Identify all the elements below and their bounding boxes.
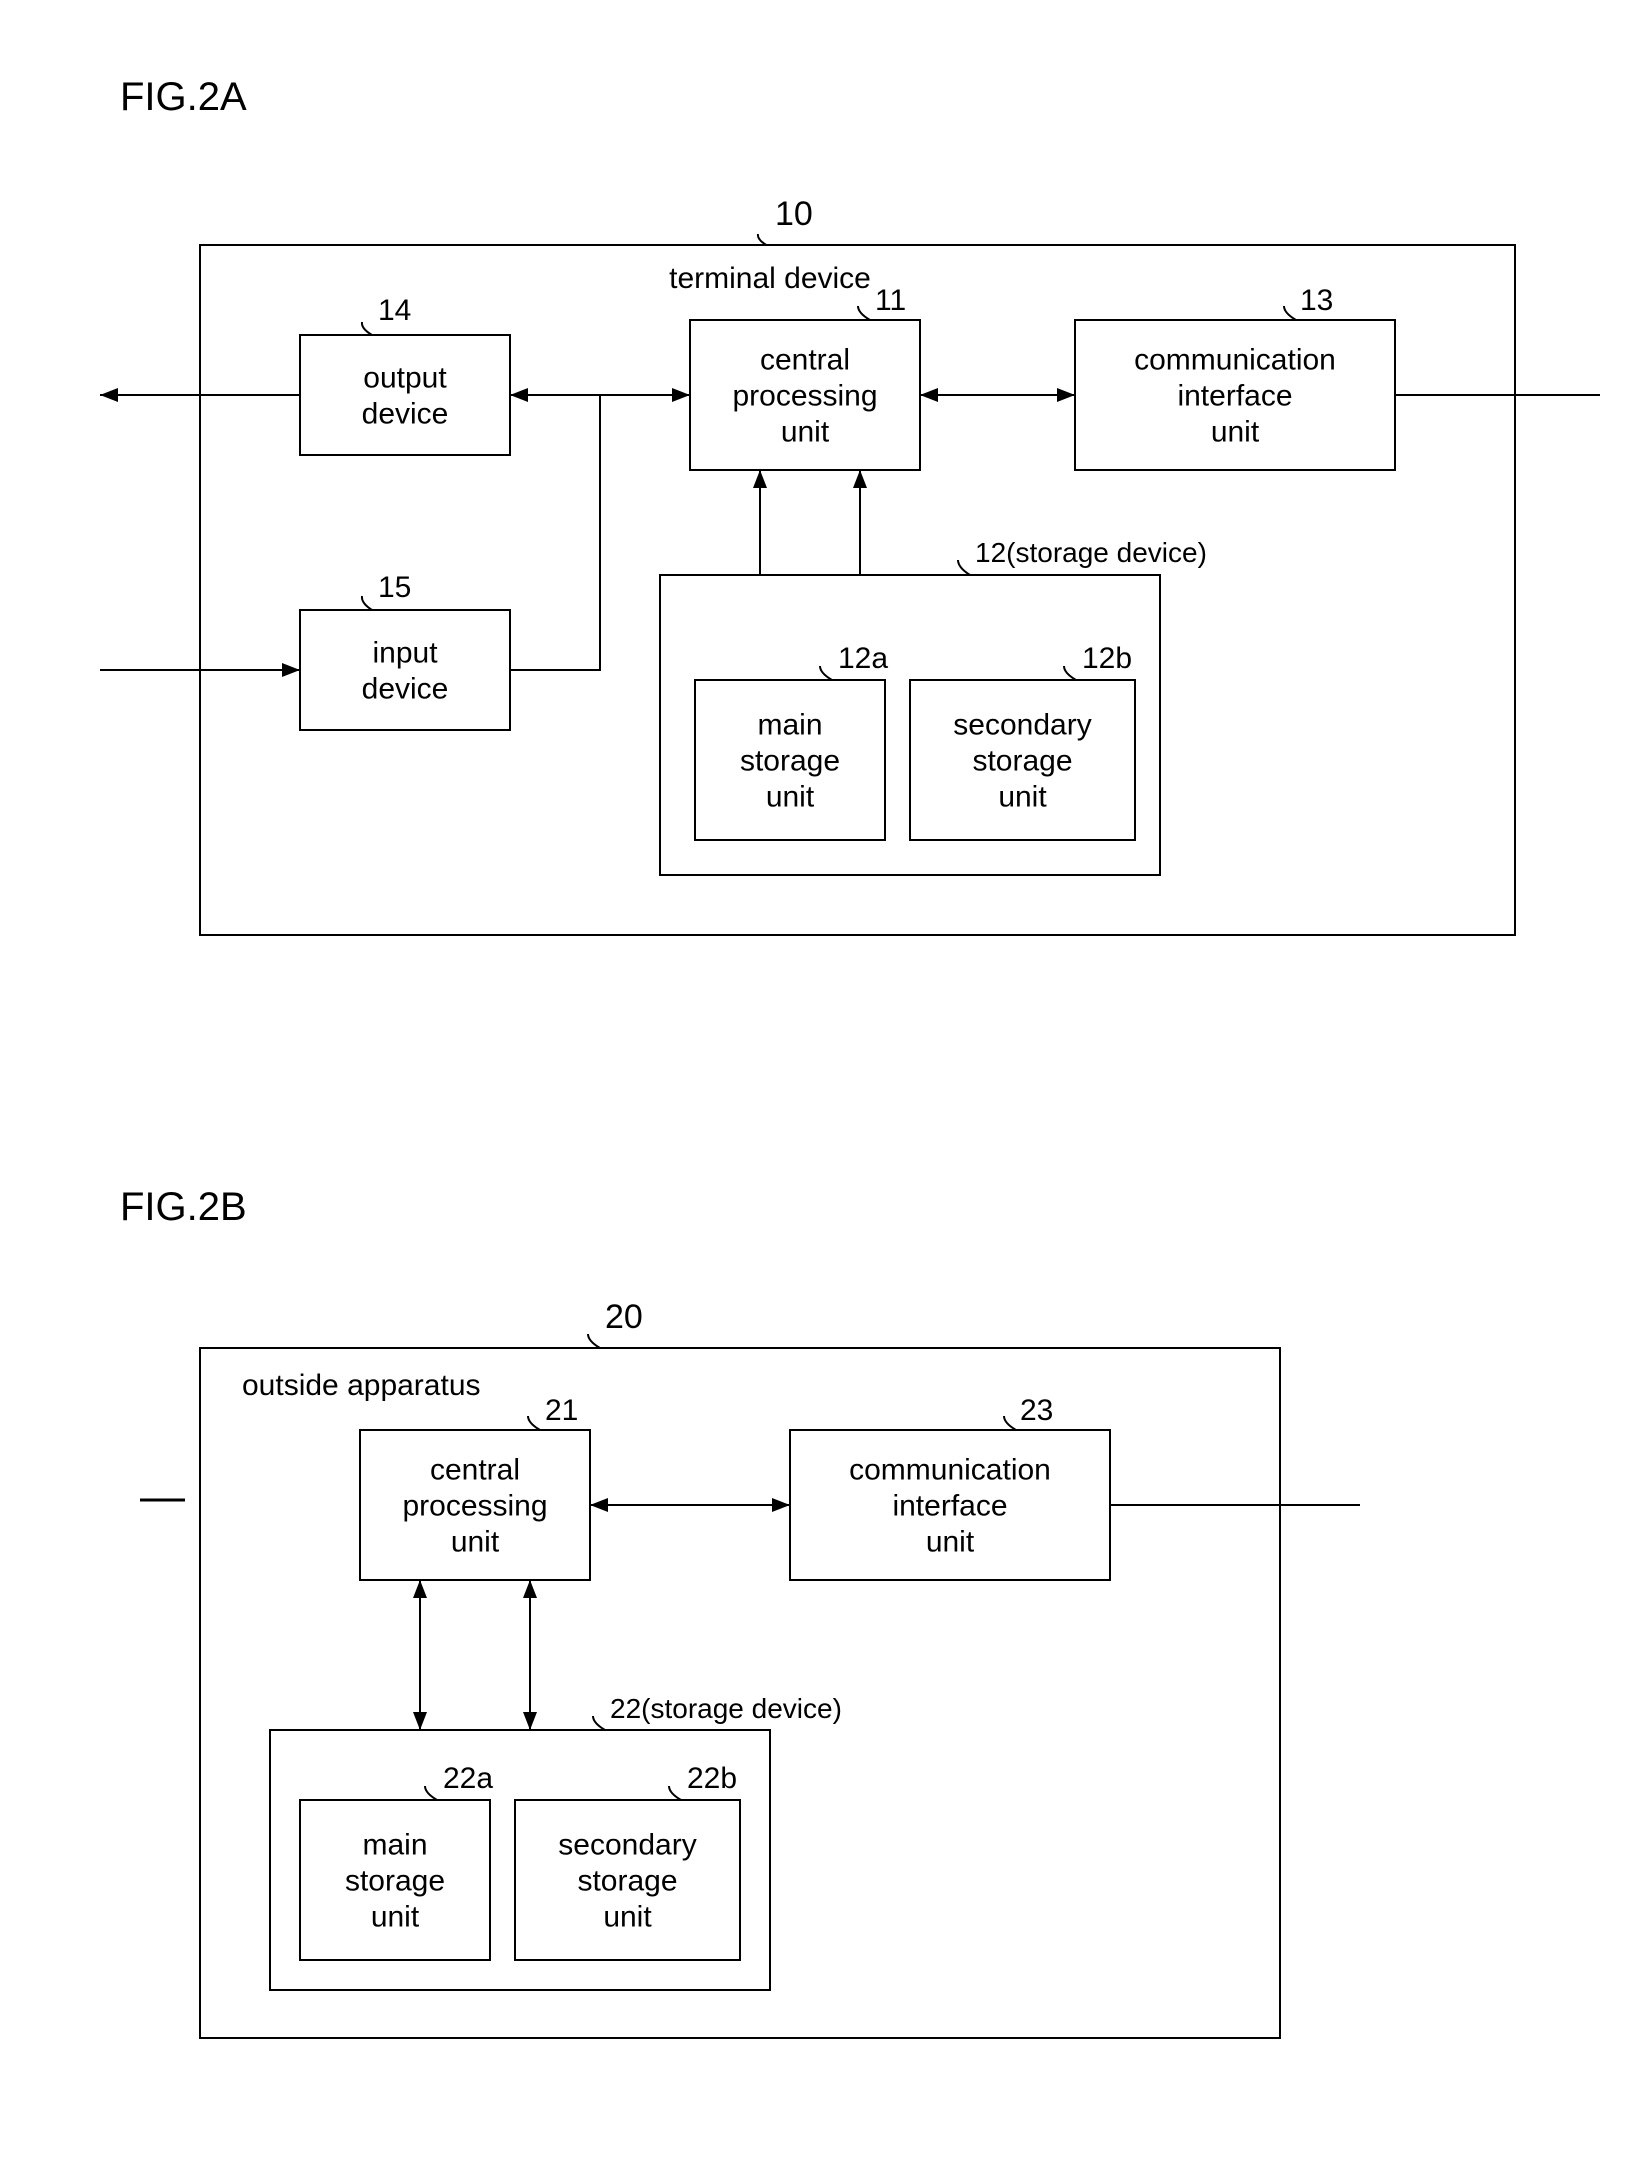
ref-number: 13 xyxy=(1300,284,1333,317)
ref-number: 23 xyxy=(1020,1394,1053,1427)
ref-tick xyxy=(588,1334,600,1348)
ref-number: 12b xyxy=(1082,642,1132,675)
ref-number: 22a xyxy=(443,1762,493,1795)
output-device xyxy=(300,335,510,455)
fig-title-b: FIG.2B xyxy=(120,1185,247,1229)
ref-number: 20 xyxy=(605,1298,643,1336)
arrowhead xyxy=(100,388,118,402)
ref-number: 15 xyxy=(378,571,411,604)
ref-number: 22(storage device) xyxy=(610,1693,842,1724)
ref-number: 11 xyxy=(875,284,906,317)
outside-apparatus-label: outside apparatus xyxy=(242,1369,481,1402)
ref-number: 14 xyxy=(378,294,411,327)
ref-number: 12(storage device) xyxy=(975,537,1207,568)
ref-number: 12a xyxy=(838,642,888,675)
terminal-device-label: terminal device xyxy=(669,262,871,295)
ref-number: 21 xyxy=(545,1394,578,1427)
ref-number: 10 xyxy=(775,195,813,233)
fig-title-a: FIG.2A xyxy=(120,75,247,119)
ref-number: 22b xyxy=(687,1762,737,1795)
input-device xyxy=(300,610,510,730)
